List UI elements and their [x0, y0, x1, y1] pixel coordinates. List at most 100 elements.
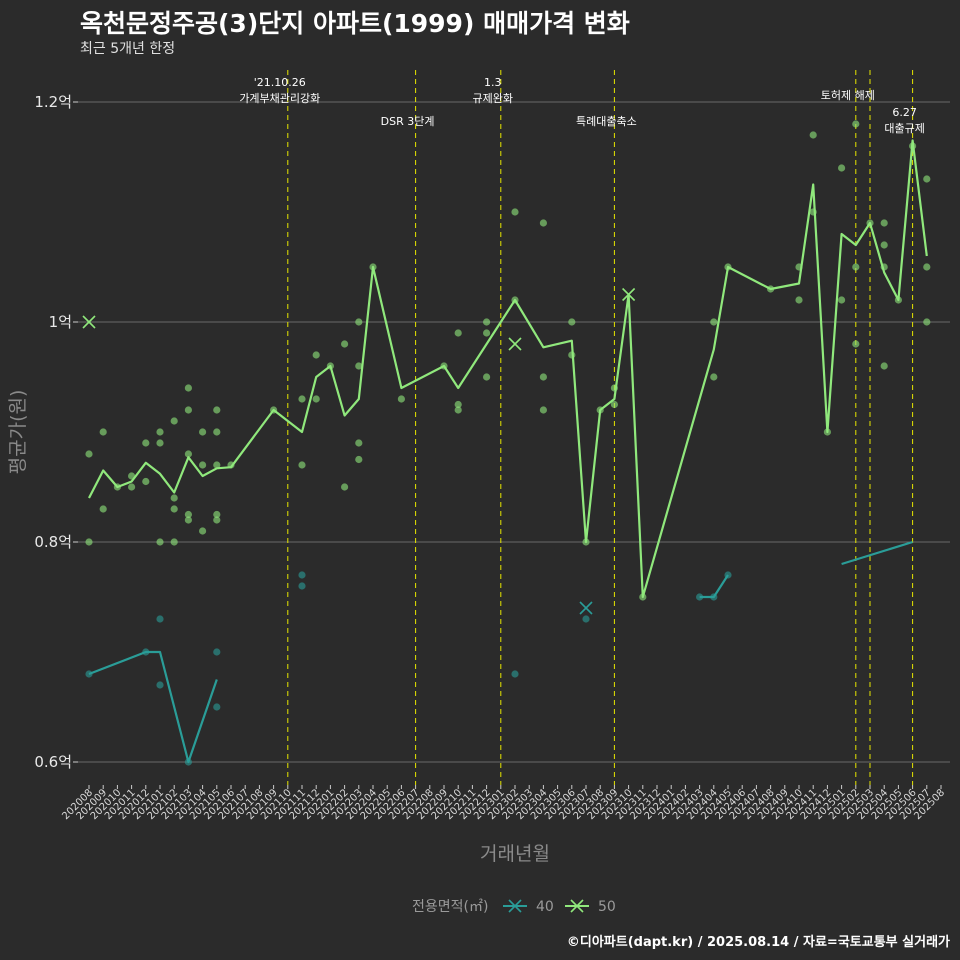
data-point-50: [582, 538, 590, 546]
y-tick-label: 0.8억: [34, 533, 72, 551]
chart-title: 옥천문정주공(3)단지 아파트(1999) 매매가격 변화: [80, 9, 630, 38]
data-point-50: [923, 318, 931, 326]
data-point-50: [610, 384, 619, 392]
data-point-50: [213, 428, 221, 436]
data-point-50: [312, 351, 320, 359]
data-point-50: [341, 340, 349, 348]
data-point-50: [440, 362, 448, 370]
data-point-40: [213, 648, 221, 656]
data-point-50: [270, 406, 278, 414]
data-point-50: [610, 400, 619, 409]
data-point-40: [696, 593, 704, 601]
data-point-50: [511, 296, 519, 304]
data-point-50: [312, 395, 320, 403]
data-point-50: [923, 175, 931, 183]
legend: 전용면적(㎡) 40 50: [412, 899, 616, 915]
data-point-50: [170, 505, 178, 513]
data-point-50: [355, 455, 363, 464]
data-point-50: [866, 219, 874, 227]
data-point-50: [85, 538, 93, 546]
x-marker-50: [508, 337, 522, 351]
data-point-50: [710, 373, 718, 381]
data-point-50: [184, 384, 192, 392]
data-point-40: [213, 703, 221, 711]
event-label: 특례대출축소: [576, 115, 637, 128]
data-point-50: [199, 428, 207, 436]
event-label: 1.3: [484, 76, 502, 89]
data-point-50: [483, 318, 491, 326]
data-point-50: [454, 406, 462, 414]
data-point-50: [539, 406, 548, 414]
data-point-50: [483, 329, 491, 337]
legend-label: 40: [536, 899, 554, 915]
data-point-50: [341, 483, 349, 491]
y-tick-label: 0.6억: [34, 753, 72, 771]
data-point-50: [568, 351, 576, 359]
x-marker-40: [579, 601, 593, 615]
data-point-50: [894, 296, 903, 304]
data-point-50: [85, 450, 93, 458]
data-point-50: [852, 120, 860, 128]
y-axis-title: 평균가(원): [7, 390, 29, 475]
data-point-50: [142, 439, 150, 447]
data-point-50: [128, 472, 136, 480]
data-point-50: [113, 483, 121, 491]
data-point-50: [355, 362, 363, 370]
data-point-40: [298, 571, 306, 579]
series-lines: [88, 139, 928, 764]
series-line-40: [88, 650, 218, 764]
data-point-50: [795, 263, 803, 271]
data-point-50: [539, 219, 548, 227]
data-point-50: [369, 263, 377, 271]
data-point-40: [298, 582, 306, 590]
source-caption: ©디아파트(dapt.kr) / 2025.08.14 / 자료=국토교통부 실…: [566, 935, 950, 950]
data-point-50: [156, 538, 164, 546]
data-point-50: [156, 428, 164, 436]
data-point-50: [809, 208, 817, 216]
data-point-40: [582, 615, 590, 623]
data-point-50: [199, 527, 207, 535]
data-point-50: [142, 477, 150, 486]
data-point-50: [227, 461, 235, 469]
data-point-50: [596, 406, 604, 414]
data-point-50: [326, 362, 334, 370]
y-tick-label: 1.2억: [34, 93, 72, 111]
data-point-40: [156, 615, 164, 623]
y-axis-ticks: 0.6억 0.8억 1억 1.2억: [34, 93, 78, 771]
data-point-40: [142, 648, 150, 656]
legend-label: 50: [598, 899, 616, 915]
data-point-50: [355, 318, 363, 326]
data-point-50: [213, 461, 221, 469]
event-label: '21.10.26: [254, 76, 306, 89]
x-axis-ticks: 2020082020092020102020112020122021012021…: [60, 785, 947, 822]
data-point-50: [170, 538, 178, 546]
event-label: 토허제 해제: [821, 88, 875, 102]
data-point-50: [99, 428, 107, 436]
x-axis-title: 거래년월: [480, 843, 550, 865]
data-points: [85, 120, 931, 766]
data-point-50: [880, 241, 888, 249]
data-point-40: [85, 670, 93, 678]
data-point-50: [767, 285, 775, 293]
data-point-50: [795, 296, 803, 304]
data-point-50: [184, 510, 192, 519]
gridlines: [78, 101, 950, 763]
data-point-50: [568, 318, 576, 326]
data-point-50: [852, 263, 860, 271]
legend-title: 전용면적(㎡): [412, 899, 488, 915]
legend-entry-50: 50: [565, 899, 616, 915]
data-point-50: [852, 340, 860, 348]
data-point-50: [880, 362, 888, 370]
data-point-40: [724, 571, 732, 579]
data-point-50: [838, 164, 846, 172]
data-point-50: [511, 208, 519, 216]
data-point-50: [213, 406, 221, 414]
data-point-50: [298, 395, 306, 403]
data-point-50: [170, 417, 178, 425]
data-point-50: [199, 461, 207, 469]
event-label: 가계부채관리강화: [239, 92, 320, 105]
data-point-50: [128, 483, 136, 491]
data-point-40: [184, 758, 192, 766]
y-tick-label: 1억: [49, 313, 72, 331]
